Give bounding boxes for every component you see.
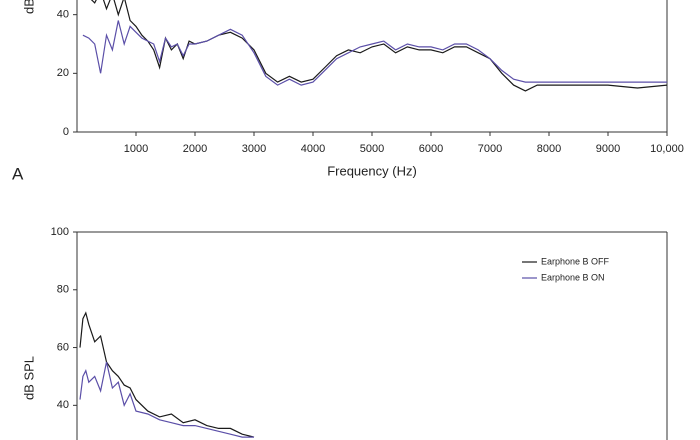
y-tick-label: 20: [57, 67, 69, 79]
y-tick-label: 40: [57, 9, 69, 21]
y-tick-label: 60: [57, 341, 69, 353]
x-tick-label: 5000: [360, 143, 384, 155]
y-axis-label: dB SPL: [21, 356, 36, 400]
plot-area: [82, 0, 667, 92]
legend-label: Earphone B ON: [541, 272, 605, 282]
legend-label: Earphone B OFF: [541, 256, 610, 266]
x-tick-label: 2000: [183, 143, 207, 155]
x-axis-label: Frequency (Hz): [327, 163, 417, 178]
y-tick-label: 0: [63, 126, 69, 138]
y-tick-label: 80: [57, 284, 69, 296]
x-tick-label: 7000: [478, 143, 502, 155]
plot-area: [79, 311, 255, 438]
y-axis-label: dB: [21, 0, 36, 14]
x-tick-label: 4000: [301, 143, 325, 155]
series-line: [79, 311, 255, 438]
y-tick-label: 40: [57, 399, 69, 411]
y-tick-label: 100: [51, 226, 69, 238]
series-line: [79, 361, 254, 438]
x-tick-label: 9000: [596, 143, 620, 155]
panel-label: A: [12, 164, 24, 183]
x-tick-label: 8000: [537, 143, 561, 155]
x-tick-label: 1000: [124, 143, 148, 155]
x-tick-label: 6000: [419, 143, 443, 155]
x-tick-label: 10,000: [650, 143, 684, 155]
series-line: [82, 20, 667, 86]
x-tick-label: 3000: [242, 143, 266, 155]
